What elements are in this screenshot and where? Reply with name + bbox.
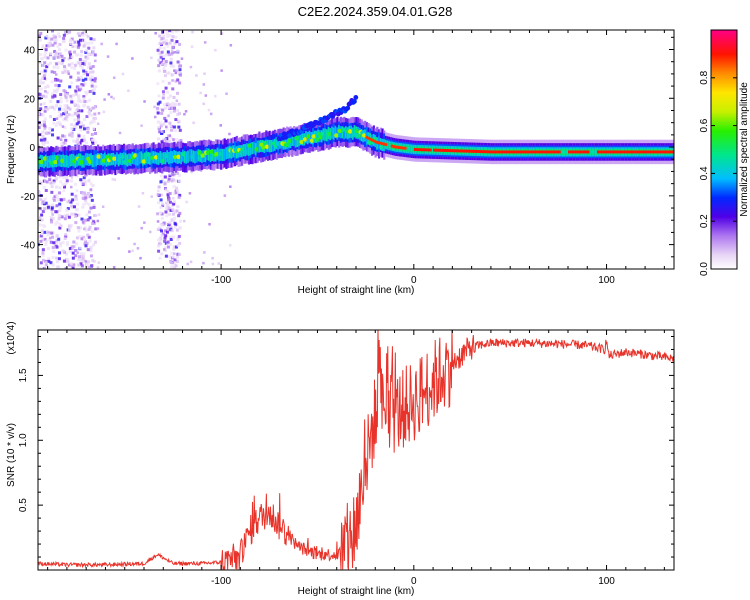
spectrogram-plot: [38, 30, 674, 269]
colorbar-label: Normalized spectral amplitude: [739, 82, 750, 217]
y-tick-label: -40: [21, 241, 36, 252]
y-tick-label: 40: [24, 46, 36, 57]
snr-y-multiplier: (x10^4): [6, 321, 17, 354]
spectrogram-axes: -100 0 100 -40 -20 0 20 40: [21, 30, 674, 286]
x-tick-label: -100: [211, 576, 231, 587]
branch-trace: [276, 95, 359, 142]
colorbar-tick-label: 0.8: [699, 70, 710, 84]
x-tick-label: 0: [411, 576, 417, 587]
colorbar-tick-label: 0.6: [699, 118, 710, 132]
snr-axes: -100 0 100 0.5 1.0 1.5: [18, 330, 674, 587]
y-tick-label: 1.0: [18, 433, 29, 447]
x-tick-label: 100: [598, 576, 615, 587]
x-axis-label: Height of straight line (km): [298, 285, 415, 296]
y-tick-label: 20: [24, 94, 36, 105]
chart-title: C2E2.2024.359.04.01.G28: [297, 4, 453, 19]
y-tick-label: 0.5: [18, 498, 29, 512]
snr-x-axis-label: Height of straight line (km): [298, 586, 415, 597]
x-tick-label: 100: [598, 275, 615, 286]
x-tick-label: 0: [411, 275, 417, 286]
snr-series-line: [38, 330, 674, 570]
y-tick-label: 1.5: [18, 368, 29, 382]
vertical-band-0: [38, 30, 98, 269]
y-tick-label: 0: [29, 143, 35, 154]
y-tick-label: -20: [21, 192, 36, 203]
x-tick-label: -100: [211, 275, 231, 286]
colorbar-frame: [710, 29, 738, 270]
snr-y-axis-label: SNR (10 * v/v): [6, 423, 17, 487]
colorbar: 0.0 0.2 0.4 0.6 0.8 Normalized spectral ampli…: [699, 29, 750, 276]
colorbar-tick-label: 0.2: [699, 214, 710, 228]
colorbar-tick-label: 0.4: [699, 166, 710, 180]
frequency-ridge: [38, 116, 674, 177]
y-axis-label: Frequency (Hz): [6, 115, 17, 184]
colorbar-tick-label: 0.0: [699, 262, 710, 276]
